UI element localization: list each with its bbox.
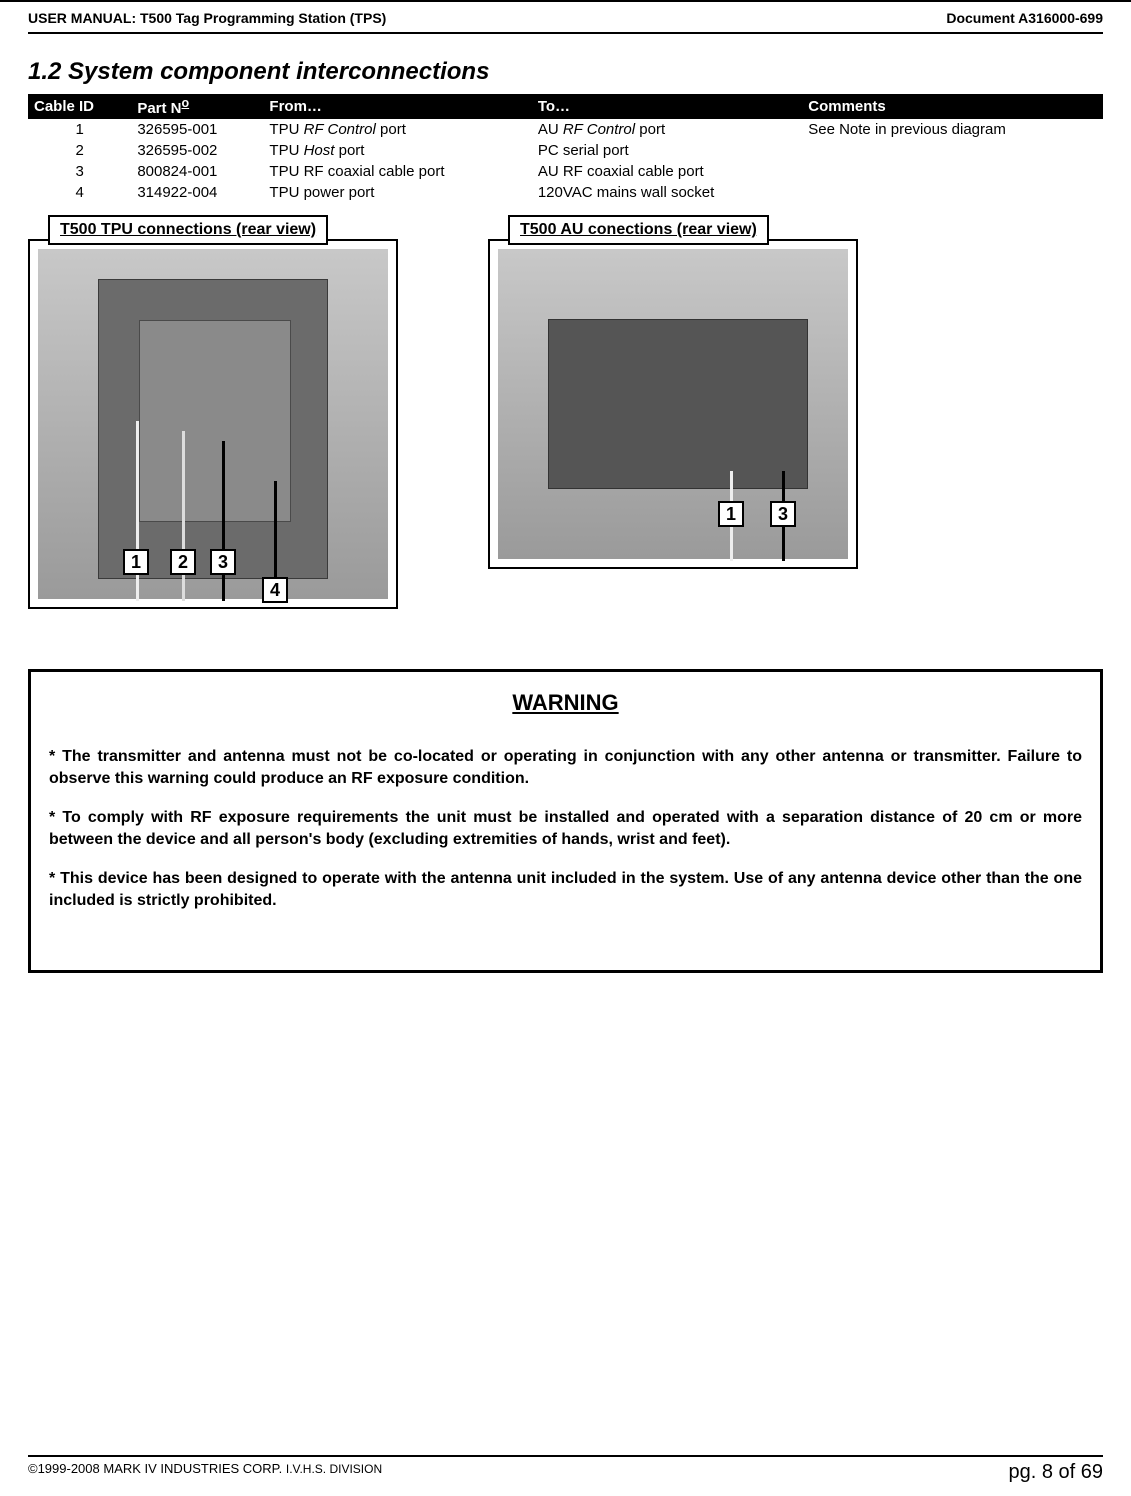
cell-from: TPU Host port (263, 140, 531, 161)
warning-para-2: * To comply with RF exposure requirement… (49, 807, 1082, 850)
page-footer: ©1999-2008 MARK IV INDUSTRIES CORP. I.V.… (28, 1455, 1103, 1484)
cable-line (182, 431, 185, 601)
photo-tpu: 1 2 3 4 (28, 239, 398, 609)
figures-row: T500 TPU connections (rear view) 1 2 3 4… (28, 227, 1103, 609)
figure-tpu-caption: T500 TPU connections (rear view) (48, 215, 328, 245)
num-label-3: 3 (770, 501, 796, 527)
cell-comments (802, 161, 1103, 182)
th-comments: Comments (802, 94, 1103, 119)
cell-part-no: 314922-004 (131, 182, 263, 203)
section-title: 1.2 System component interconnections (28, 58, 1103, 86)
figure-au-caption: T500 AU conections (rear view) (508, 215, 769, 245)
table-header-row: Cable ID Part No From… To… Comments (28, 94, 1103, 119)
footer-copyright: ©1999-2008 MARK IV INDUSTRIES CORP. I.V.… (28, 1461, 382, 1484)
table-row: 4 314922-004 TPU power port 120VAC mains… (28, 182, 1103, 203)
cell-to: AU RF coaxial cable port (532, 161, 802, 182)
warning-box: WARNING * The transmitter and antenna mu… (28, 669, 1103, 973)
cell-comments: See Note in previous diagram (802, 119, 1103, 140)
th-to: To… (532, 94, 802, 119)
num-label-4: 4 (262, 577, 288, 603)
warning-title: WARNING (49, 690, 1082, 716)
cell-comments (802, 182, 1103, 203)
footer-page-number: pg. 8 of 69 (1008, 1461, 1103, 1484)
num-label-1: 1 (718, 501, 744, 527)
cell-to: 120VAC mains wall socket (532, 182, 802, 203)
th-cable-id: Cable ID (28, 94, 131, 119)
header-right: Document A316000-699 (946, 10, 1103, 26)
num-label-2: 2 (170, 549, 196, 575)
figure-au: T500 AU conections (rear view) 1 3 (488, 227, 858, 609)
cell-part-no: 800824-001 (131, 161, 263, 182)
num-label-1: 1 (123, 549, 149, 575)
warning-para-3: * This device has been designed to opera… (49, 868, 1082, 911)
device-au-shape (548, 319, 808, 489)
num-label-3: 3 (210, 549, 236, 575)
figure-tpu: T500 TPU connections (rear view) 1 2 3 4 (28, 227, 398, 609)
cell-to: PC serial port (532, 140, 802, 161)
cable-table: Cable ID Part No From… To… Comments 1 32… (28, 94, 1103, 203)
cell-cable-id: 3 (28, 161, 131, 182)
th-from: From… (263, 94, 531, 119)
table-row: 1 326595-001 TPU RF Control port AU RF C… (28, 119, 1103, 140)
cell-cable-id: 2 (28, 140, 131, 161)
cell-part-no: 326595-001 (131, 119, 263, 140)
cell-cable-id: 4 (28, 182, 131, 203)
page-header: USER MANUAL: T500 Tag Programming Statio… (28, 10, 1103, 34)
cell-from: TPU RF coaxial cable port (263, 161, 531, 182)
cell-from: TPU RF Control port (263, 119, 531, 140)
cell-from: TPU power port (263, 182, 531, 203)
cell-part-no: 326595-002 (131, 140, 263, 161)
warning-para-1: * The transmitter and antenna must not b… (49, 746, 1082, 789)
cell-to: AU RF Control port (532, 119, 802, 140)
cell-comments (802, 140, 1103, 161)
table-row: 2 326595-002 TPU Host port PC serial por… (28, 140, 1103, 161)
photo-au: 1 3 (488, 239, 858, 569)
header-left: USER MANUAL: T500 Tag Programming Statio… (28, 10, 386, 26)
cable-line (222, 441, 225, 601)
table-row: 3 800824-001 TPU RF coaxial cable port A… (28, 161, 1103, 182)
th-part-no: Part No (131, 94, 263, 119)
cell-cable-id: 1 (28, 119, 131, 140)
photo-tpu-bg (38, 249, 388, 599)
device-tpu-shape (98, 279, 328, 579)
